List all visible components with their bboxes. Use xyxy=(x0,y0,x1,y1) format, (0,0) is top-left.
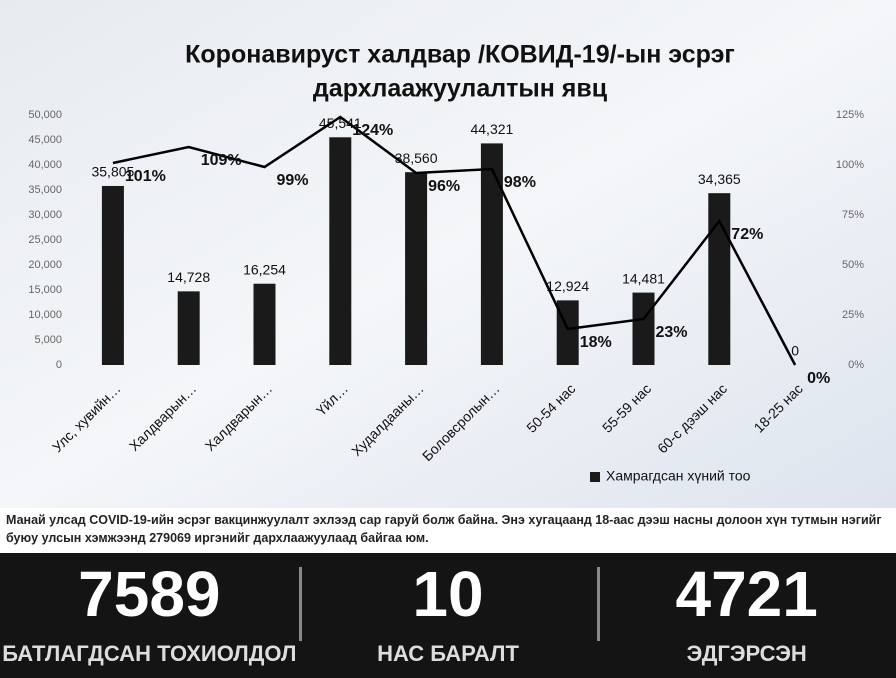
y-tick-label: 20,000 xyxy=(28,259,62,271)
y-tick-label: 30,000 xyxy=(28,209,62,221)
line-value-label: 101% xyxy=(125,168,166,185)
y-tick-label: 0 xyxy=(56,359,62,371)
stat-value: 10 xyxy=(412,558,484,630)
legend-label: Хамрагдсан хүний тоо xyxy=(606,468,751,484)
legend-swatch xyxy=(590,472,600,482)
stat-label: НАС БАРАЛТ xyxy=(377,641,519,666)
stat-value: 7589 xyxy=(78,558,221,630)
stat: 7589 БАТЛАГДСАН ТОХИОЛДОЛ xyxy=(0,553,299,678)
y-tick-label: 5,000 xyxy=(34,334,62,346)
bar-value-label: 14,728 xyxy=(167,269,210,285)
bar xyxy=(632,292,655,365)
y-tick-label: 40,000 xyxy=(28,159,62,171)
bar xyxy=(480,143,503,365)
line-value-label: 99% xyxy=(277,172,309,189)
bar-value-label: 16,254 xyxy=(243,261,286,277)
caption: Манай улсад COVID-19-ийн эсрэг вакцинжуу… xyxy=(6,513,882,545)
chart-title: дархлаажуулалтын явц xyxy=(313,75,608,103)
chart: Коронавируст халдвар /КОВИД-19/-ын эсрэг… xyxy=(0,0,896,508)
line-value-label: 23% xyxy=(656,324,688,341)
line-value-label: 96% xyxy=(428,178,460,195)
stat-value: 4721 xyxy=(675,558,818,630)
bar-value-label: 12,924 xyxy=(546,278,589,294)
bar xyxy=(253,283,276,365)
bar xyxy=(329,137,352,365)
chart-title: Коронавируст халдвар /КОВИД-19/-ын эсрэг xyxy=(185,41,735,69)
line-value-label: 98% xyxy=(504,174,536,191)
bar-value-label: 34,365 xyxy=(698,171,741,187)
line-value-label: 72% xyxy=(731,226,763,243)
line-value-label: 18% xyxy=(580,334,612,351)
bar-value-label: 44,321 xyxy=(470,121,513,137)
bar xyxy=(405,172,428,365)
y2-tick-label: 50% xyxy=(842,259,864,271)
y-tick-label: 25,000 xyxy=(28,234,62,246)
stat-label: БАТЛАГДСАН ТОХИОЛДОЛ xyxy=(2,641,297,666)
stats-panel: 7589 БАТЛАГДСАН ТОХИОЛДОЛ 10 НАС БАРАЛТ 47… xyxy=(0,553,896,678)
y2-tick-label: 0% xyxy=(848,359,864,371)
bar-value-label: 0 xyxy=(791,343,799,359)
background xyxy=(0,0,896,508)
y2-tick-label: 125% xyxy=(836,109,864,121)
y-tick-label: 50,000 xyxy=(28,109,62,121)
line-value-label: 124% xyxy=(352,122,393,139)
line-value-label: 109% xyxy=(201,152,242,169)
y-tick-label: 15,000 xyxy=(28,284,62,296)
stat-label: ЭДГЭРСЭН xyxy=(686,641,807,666)
bar-value-label: 38,560 xyxy=(395,150,438,166)
y-tick-label: 10,000 xyxy=(28,309,62,321)
stat: 4721 ЭДГЭРСЭН xyxy=(597,553,896,678)
y2-tick-label: 75% xyxy=(842,209,864,221)
y-tick-label: 45,000 xyxy=(28,134,62,146)
y2-tick-label: 100% xyxy=(836,159,864,171)
y-tick-label: 35,000 xyxy=(28,184,62,196)
bar xyxy=(101,185,124,365)
bar-value-label: 14,481 xyxy=(622,270,665,286)
bar xyxy=(708,193,731,365)
y2-tick-label: 25% xyxy=(842,309,864,321)
bar-value-label: 45,541 xyxy=(319,115,362,131)
bar xyxy=(177,291,200,365)
stat: 10 НАС БАРАЛТ xyxy=(298,553,598,678)
bar-value-label: 35,805 xyxy=(91,164,134,180)
line-value-label: 0% xyxy=(807,370,830,387)
line xyxy=(112,115,797,366)
